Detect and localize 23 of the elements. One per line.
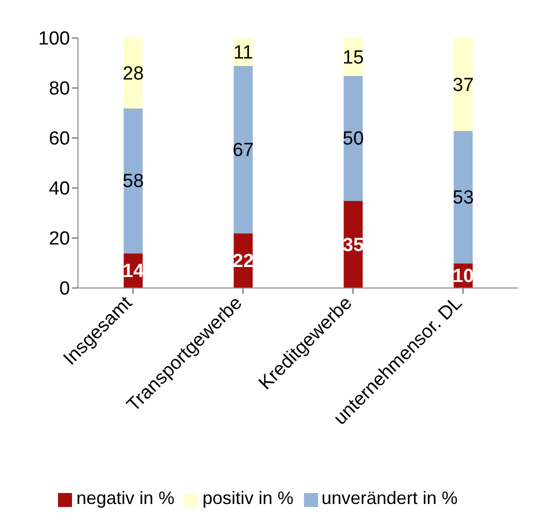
bar <box>344 75 363 201</box>
data-label: 15 <box>342 47 364 68</box>
data-label: 50 <box>342 128 364 150</box>
bar <box>454 130 473 264</box>
y-tick-label: 60 <box>48 128 70 150</box>
legend-label: negativ in % <box>76 488 174 508</box>
data-label: 53 <box>452 187 474 208</box>
data-label: 11 <box>233 42 254 64</box>
y-tick-label: 100 <box>38 28 70 50</box>
y-tick-label: 0 <box>59 278 70 300</box>
data-label: 67 <box>232 140 254 161</box>
bar <box>454 38 473 131</box>
bar <box>124 38 143 108</box>
data-label: 58 <box>122 171 144 192</box>
data-label: 28 <box>122 64 144 85</box>
y-tick-label: 20 <box>48 228 70 250</box>
legend-label: positiv in % <box>202 488 294 508</box>
y-tick-label: 40 <box>48 178 70 200</box>
bar <box>124 108 143 254</box>
bar <box>234 65 253 234</box>
y-tick-label: 80 <box>48 78 70 100</box>
legend-label: unverändert in % <box>322 488 458 508</box>
data-label: 37 <box>452 74 474 96</box>
